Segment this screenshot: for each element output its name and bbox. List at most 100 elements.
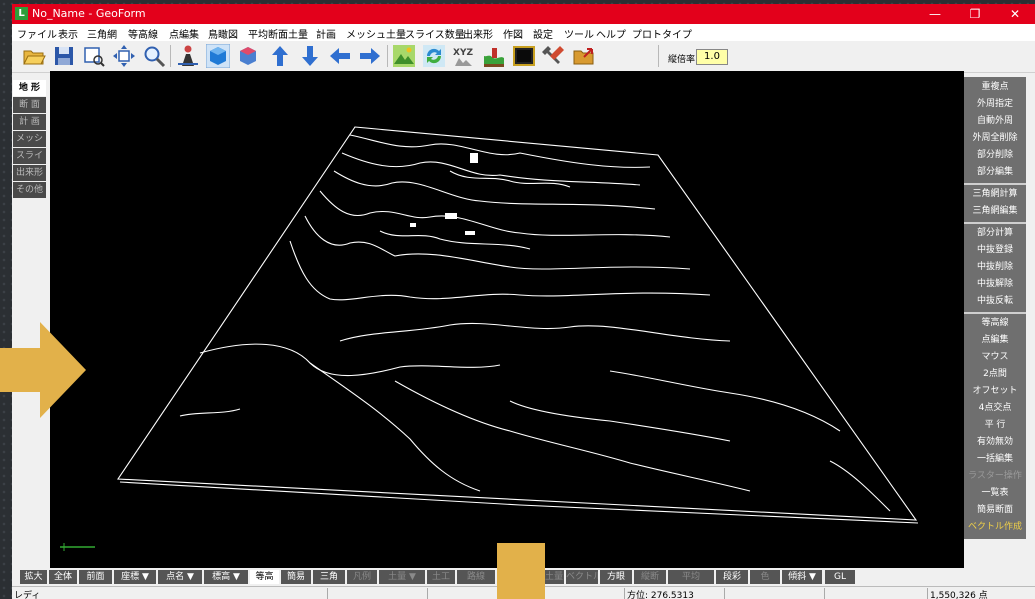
menu-contour[interactable]: 等高線 (128, 30, 158, 41)
birdseye-canvas[interactable] (50, 71, 964, 568)
ground-icon[interactable] (482, 44, 506, 68)
refresh-icon[interactable] (422, 44, 446, 68)
toggle-grid[interactable]: 方眼 (600, 570, 632, 584)
menu-triangle-mesh[interactable]: 三角網 (87, 30, 117, 41)
arrow-up-icon[interactable] (268, 44, 292, 68)
terrain-icon[interactable] (392, 44, 416, 68)
btn-valid-invalid[interactable]: 有効無効 (976, 437, 1013, 447)
contour-line (609, 370, 841, 432)
menu-prototype[interactable]: プロトタイプ (632, 30, 692, 41)
tab-other[interactable]: その他 (13, 182, 46, 198)
btn-front[interactable]: 前面 (79, 570, 112, 584)
menu-plan[interactable]: 計画 (316, 30, 336, 41)
tab-cross-section[interactable]: 断 面 (13, 97, 46, 113)
btn-four-point-intersect[interactable]: 4点交点 (978, 403, 1012, 413)
btn-hole-release[interactable]: 中抜解除 (976, 279, 1013, 289)
toggle-average[interactable]: 平均 (668, 570, 714, 584)
toggle-vector[interactable]: ベクトル (566, 570, 598, 584)
btn-hole-invert[interactable]: 中抜反転 (976, 296, 1013, 306)
btn-vector-create[interactable]: ベクトル作成 (967, 522, 1022, 532)
zoom-icon[interactable] (142, 44, 166, 68)
menu-settings[interactable]: 設定 (533, 30, 553, 41)
tab-plan[interactable]: 計 画 (13, 114, 46, 130)
menu-mesh-volume[interactable]: メッシュ土量 (346, 30, 406, 41)
btn-duplicate-points[interactable]: 重複点 (981, 82, 1009, 92)
toggle-triangle[interactable]: 三角 (313, 570, 345, 584)
menu-slice-quantity[interactable]: スライス数量 (405, 30, 465, 41)
menu-view[interactable]: 表示 (58, 30, 78, 41)
open-folder-icon[interactable] (22, 44, 46, 68)
toggle-simple[interactable]: 簡易 (281, 570, 311, 584)
toggle-route[interactable]: 路線 (457, 570, 495, 584)
btn-auto-outline[interactable]: 自動外周 (976, 116, 1013, 126)
arrow-left-icon[interactable] (328, 44, 352, 68)
btn-offset[interactable]: オフセット (972, 386, 1018, 396)
vertical-scale-input[interactable]: 1.0 (696, 49, 728, 65)
btn-fit-all[interactable]: 全体 (49, 570, 77, 584)
btn-partial-calc[interactable]: 部分計算 (976, 228, 1013, 238)
btn-hole-delete[interactable]: 中抜削除 (976, 262, 1013, 272)
zoom-window-icon[interactable] (82, 44, 106, 68)
dropdown-volume[interactable]: 土量 ▼ (379, 570, 425, 584)
tab-mesh[interactable]: メッシュ (13, 131, 46, 160)
dropdown-point-name[interactable]: 点名 ▼ (158, 570, 202, 584)
btn-contour[interactable]: 等高線 (981, 318, 1009, 328)
menu-as-built[interactable]: 出来形 (463, 30, 493, 41)
person-icon[interactable] (176, 44, 200, 68)
dropdown-coordinates[interactable]: 座標 ▼ (114, 570, 156, 584)
menu-point-edit[interactable]: 点編集 (169, 30, 199, 41)
pan-icon[interactable] (112, 44, 136, 68)
btn-outline-specify[interactable]: 外周指定 (976, 99, 1013, 109)
save-icon[interactable] (52, 44, 76, 68)
tab-terrain[interactable]: 地 形 (13, 80, 46, 96)
btn-simple-section[interactable]: 簡易断面 (976, 505, 1013, 515)
panel-divider (964, 312, 1026, 314)
toggle-profile[interactable]: 縦断 (634, 570, 666, 584)
btn-batch-edit[interactable]: 一括編集 (976, 454, 1013, 464)
minimize-button[interactable]: — (929, 7, 941, 21)
frame-icon[interactable] (512, 44, 536, 68)
menu-birdseye[interactable]: 鳥瞰図 (208, 30, 238, 41)
menu-help[interactable]: ヘルプ (596, 30, 626, 41)
xyz-icon[interactable]: XYZ (452, 44, 476, 68)
toggle-color-step[interactable]: 段彩 (716, 570, 748, 584)
toggle-legend[interactable]: 凡例 (347, 570, 377, 584)
toggle-color[interactable]: 色 (750, 570, 780, 584)
dropdown-slope[interactable]: 傾斜 ▼ (782, 570, 822, 584)
tools-icon[interactable] (542, 44, 566, 68)
close-button[interactable]: ✕ (1009, 7, 1021, 21)
btn-partial-delete[interactable]: 部分削除 (976, 150, 1013, 160)
btn-triangle-calc[interactable]: 三角網計算 (972, 189, 1018, 199)
arrow-right-icon[interactable] (358, 44, 382, 68)
folder-export-icon[interactable] (572, 44, 596, 68)
toggle-volume[interactable]: 土量 (544, 570, 564, 584)
menu-tools[interactable]: ツール (564, 30, 594, 41)
toggle-earthwork[interactable]: 土工 (427, 570, 455, 584)
btn-zoom-in[interactable]: 拡大 (20, 570, 47, 584)
btn-hole-register[interactable]: 中抜登録 (976, 245, 1013, 255)
btn-list[interactable]: 一覧表 (981, 488, 1009, 498)
maximize-button[interactable]: ❐ (969, 7, 981, 21)
red-cube-icon[interactable] (236, 44, 260, 68)
btn-delete-all-outline[interactable]: 外周全削除 (972, 133, 1018, 143)
menu-file[interactable]: ファイル (17, 30, 57, 41)
tab-slice[interactable]: スライス (13, 148, 46, 177)
btn-partial-edit[interactable]: 部分編集 (976, 167, 1013, 177)
btn-triangle-edit[interactable]: 三角網編集 (972, 206, 1018, 216)
btn-point-edit[interactable]: 点編集 (981, 335, 1009, 345)
blue-cube-icon[interactable] (206, 44, 230, 68)
btn-raster-operation[interactable]: ラスター操作 (968, 471, 1022, 481)
tab-as-built[interactable]: 出来形 (13, 165, 46, 181)
contour-line (289, 240, 711, 301)
btn-two-points[interactable]: 2点間 (983, 369, 1007, 379)
app-window: L No_Name - GeoForm — ❐ ✕ ファイル 表示 三角網 等高… (12, 4, 1035, 599)
dropdown-elevation[interactable]: 標高 ▼ (204, 570, 248, 584)
contour-line (349, 134, 651, 168)
menu-avg-section-volume[interactable]: 平均断面土量 (248, 30, 308, 41)
btn-parallel[interactable]: 平 行 (984, 420, 1006, 430)
menu-drawing[interactable]: 作図 (503, 30, 523, 41)
toggle-gl[interactable]: GL (825, 570, 855, 584)
arrow-down-icon[interactable] (298, 44, 322, 68)
toggle-contour[interactable]: 等高 (250, 570, 279, 584)
btn-mouse[interactable]: マウス (981, 352, 1009, 362)
